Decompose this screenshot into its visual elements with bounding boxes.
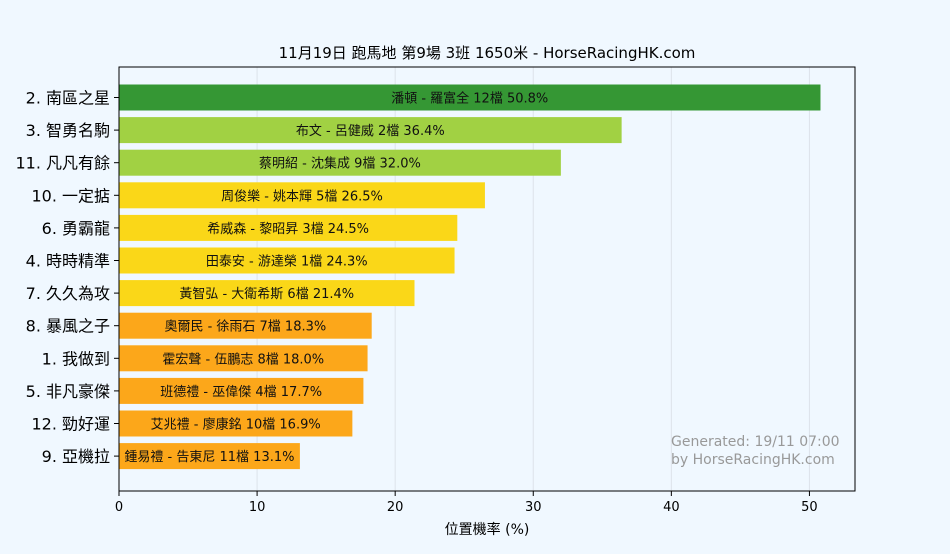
x-axis-ticks: 0 10 20 30 40 50 (115, 491, 818, 515)
bar-label: 奧爾民 - 徐雨石 7檔 18.3% (164, 320, 326, 335)
x-axis-label: 位置機率 (%) (445, 521, 530, 538)
bar (119, 377, 364, 404)
y-category-label: 6. 勇霸龍 (42, 219, 110, 238)
bar-label: 鍾易禮 - 告東尼 11檔 13.1% (124, 449, 294, 465)
bar-label: 田泰安 - 游達榮 1檔 24.3% (206, 255, 368, 270)
bar-label: 希威森 - 黎昭昇 3檔 24.5% (207, 222, 369, 237)
bar-labels: 潘頓 - 羅富全 12檔 50.8% 布文 - 呂健威 2檔 36.4% 蔡明紹 -… (124, 91, 548, 466)
y-category-label: 8. 暴風之子 (26, 317, 110, 336)
y-category-label: 12. 勁好運 (31, 415, 110, 434)
bar (119, 247, 455, 274)
y-category-label: 3. 智勇名駒 (26, 121, 110, 140)
bar (119, 214, 458, 241)
bar-label: 霍宏聲 - 伍鵬志 8檔 18.0% (162, 351, 324, 367)
x-tick-label: 10 (249, 500, 266, 515)
bar (119, 345, 368, 372)
bar (119, 182, 485, 209)
bars (119, 84, 821, 470)
bar-label: 蔡明紹 - 沈集成 9檔 32.0% (259, 156, 421, 172)
x-tick-label: 50 (801, 500, 818, 515)
chart-title: 11月19日 跑馬地 第9場 3班 1650米 - HorseRacingHK.… (279, 44, 696, 62)
x-tick-label: 20 (387, 500, 404, 515)
x-tick-label: 0 (115, 500, 123, 515)
y-category-label: 10. 一定掂 (31, 186, 110, 205)
bar-label: 周俊樂 - 姚本輝 5檔 26.5% (221, 188, 383, 204)
y-category-label: 7. 久久為攻 (26, 284, 110, 303)
bar (119, 443, 300, 470)
annotation-line-2: by HorseRacingHK.com (671, 452, 835, 468)
plot-frame (118, 66, 856, 492)
y-axis-category-labels: 2. 南區之星 3. 智勇名駒 11. 凡凡有餘 10. 一定掂 6. 勇霸龍 4. 時時… (15, 89, 119, 466)
x-tick-label: 30 (525, 500, 542, 515)
bar (119, 312, 372, 339)
bar-label: 潘頓 - 羅富全 12檔 50.8% (391, 91, 548, 107)
annotation-line-1: Generated: 19/11 07:00 (671, 434, 840, 450)
bar-label: 黃智弘 - 大衛希斯 6檔 21.4% (179, 287, 354, 302)
bar-label: 班德禮 - 巫偉傑 4檔 17.7% (160, 385, 322, 400)
bar (119, 410, 353, 437)
bar (119, 117, 622, 144)
y-category-label: 2. 南區之星 (26, 89, 110, 108)
y-category-label: 11. 凡凡有餘 (15, 154, 110, 173)
y-category-label: 5. 非凡豪傑 (26, 382, 110, 401)
y-category-label: 9. 亞機拉 (42, 447, 110, 466)
y-category-label: 1. 我做到 (42, 349, 110, 368)
bar-label: 布文 - 呂健威 2檔 36.4% (296, 124, 445, 139)
bar (119, 149, 561, 176)
bar-label: 艾兆禮 - 廖康銘 10檔 16.9% (151, 417, 321, 433)
x-tick-label: 40 (663, 500, 680, 515)
y-category-label: 4. 時時精準 (26, 252, 110, 271)
bar (119, 84, 821, 111)
bar (119, 280, 415, 307)
